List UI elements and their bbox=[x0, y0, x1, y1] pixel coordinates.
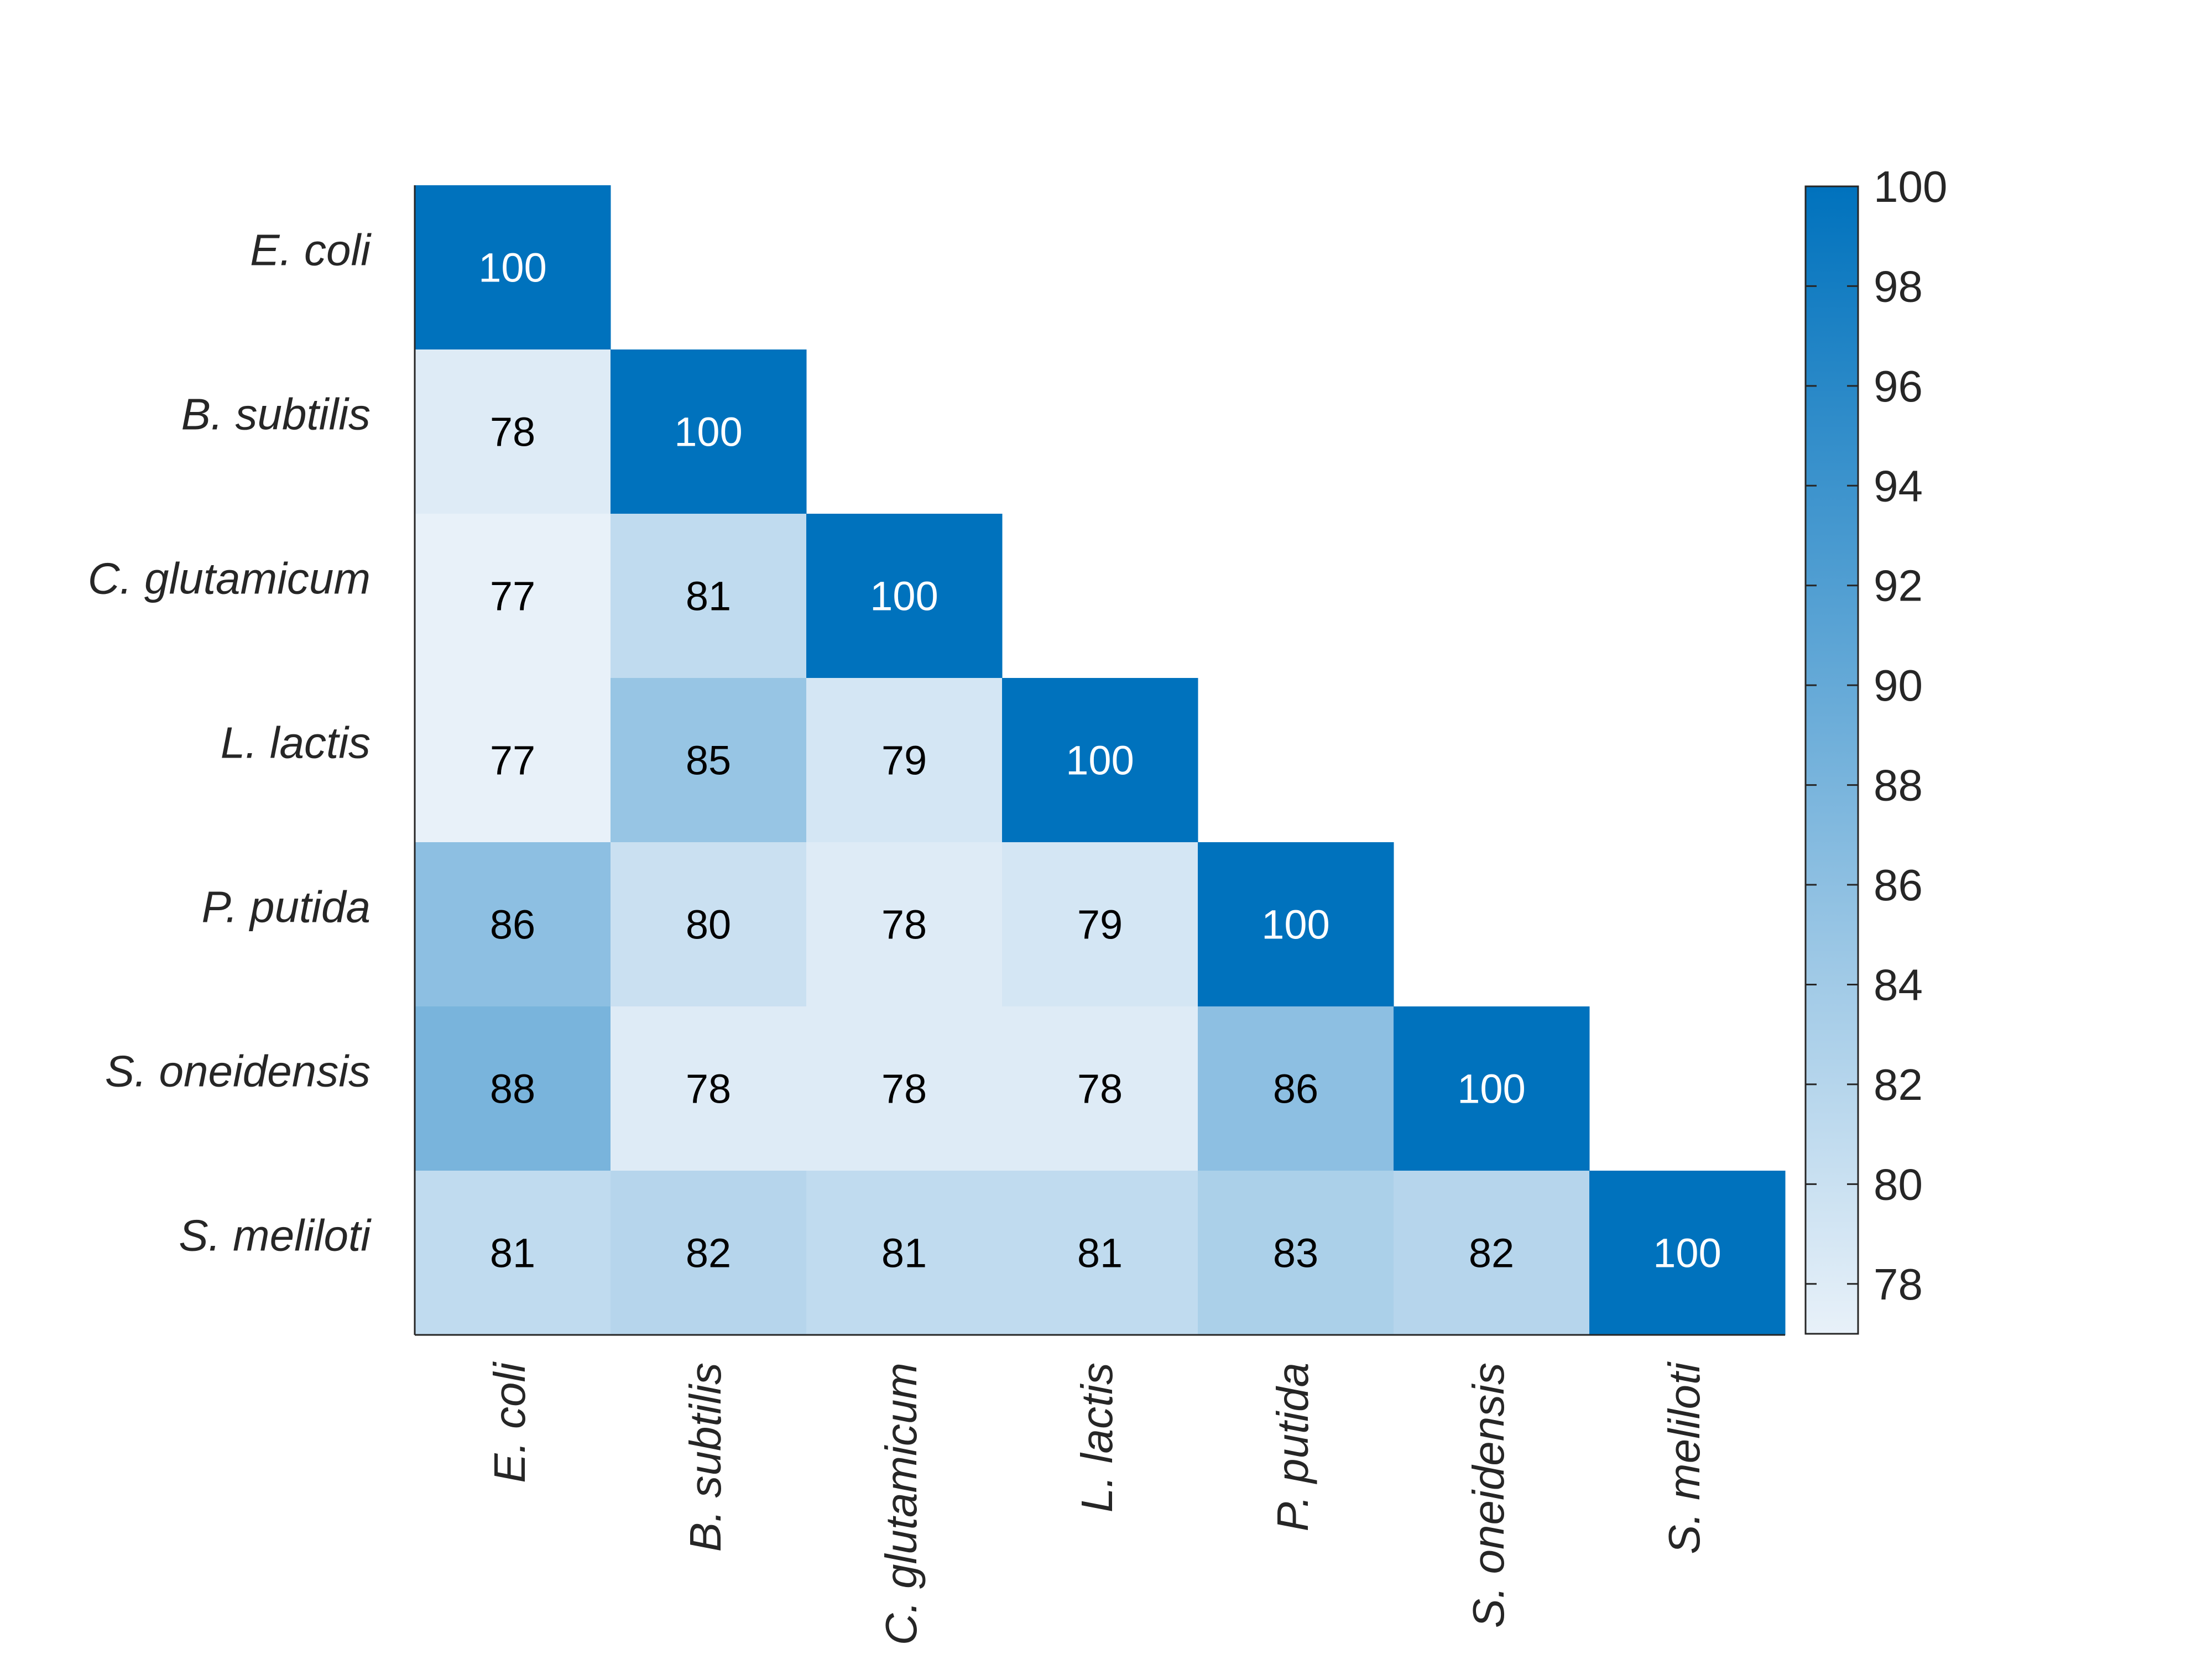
cell-value-label: 100 bbox=[1457, 1066, 1525, 1112]
heatmap-cell bbox=[611, 842, 807, 1007]
heatmap-cell bbox=[806, 842, 1003, 1007]
colorbar-tick-label: 84 bbox=[1874, 960, 1923, 1009]
cell-value-label: 78 bbox=[686, 1066, 731, 1112]
cell-value-label: 100 bbox=[674, 409, 742, 455]
cell-value-label: 78 bbox=[881, 1066, 927, 1112]
heatmap-grid: 100 78 100 77 81 100 77 85 79 100 86 80 78 79 100 88 78 7… bbox=[415, 185, 1786, 1335]
heatmap-cell bbox=[415, 1171, 611, 1335]
cell-value-label: 85 bbox=[686, 738, 731, 784]
heatmap-cell bbox=[415, 842, 611, 1007]
heatmap-cell bbox=[1198, 842, 1394, 1007]
column-label: E. coli bbox=[485, 1361, 534, 1483]
colorbar-tick-label: 82 bbox=[1874, 1060, 1923, 1109]
heatmap-cell bbox=[611, 514, 807, 679]
heatmap-cell bbox=[1589, 1171, 1786, 1335]
cell-value-label: 100 bbox=[1066, 738, 1134, 784]
cell-value-label: 78 bbox=[490, 409, 535, 455]
column-label: B. subtilis bbox=[681, 1363, 730, 1552]
cell-value-label: 82 bbox=[686, 1230, 731, 1276]
cell-value-label: 82 bbox=[1469, 1230, 1514, 1276]
cell-value-label: 86 bbox=[490, 902, 535, 948]
cell-value-label: 79 bbox=[1077, 902, 1123, 948]
heatmap-cell bbox=[1198, 1006, 1394, 1171]
heatmap-cell bbox=[611, 349, 807, 514]
heatmap-cell bbox=[1002, 842, 1198, 1007]
row-label: S. meliloti bbox=[179, 1211, 372, 1260]
cell-value-label: 77 bbox=[490, 573, 535, 619]
column-label: S. oneidensis bbox=[1464, 1363, 1513, 1628]
colorbar-tick-label: 96 bbox=[1874, 362, 1923, 411]
colorbar-tick-label: 92 bbox=[1874, 561, 1923, 610]
cell-value-label: 100 bbox=[870, 573, 938, 619]
column-labels: E. coli B. subtilis C. glutamicum L. lactis… bbox=[485, 1361, 1709, 1645]
cell-value-label: 100 bbox=[1653, 1230, 1721, 1276]
row-labels: E. coli B. subtilis C. glutamicum L. lactis… bbox=[88, 226, 372, 1260]
colorbar-tick-label: 86 bbox=[1874, 860, 1923, 910]
heatmap-cell bbox=[415, 349, 611, 514]
colorbar: 78 80 82 84 86 88 90 92 94 96 98 100 bbox=[1804, 162, 1947, 1335]
heatmap-cell bbox=[1394, 1171, 1590, 1335]
heatmap-cell bbox=[611, 678, 807, 843]
cell-value-label: 78 bbox=[1077, 1066, 1123, 1112]
row-label: L. lactis bbox=[221, 718, 371, 768]
heatmap-cell bbox=[806, 1171, 1003, 1335]
cell-value-label: 86 bbox=[1273, 1066, 1318, 1112]
heatmap-cell bbox=[415, 514, 611, 679]
heatmap-cell bbox=[1002, 1171, 1198, 1335]
cell-value-label: 81 bbox=[881, 1230, 927, 1276]
heatmap-cell bbox=[1002, 678, 1198, 843]
heatmap-cell bbox=[415, 185, 611, 350]
heatmap-cell bbox=[415, 678, 611, 843]
colorbar-tick-label: 78 bbox=[1874, 1260, 1923, 1309]
cell-value-label: 81 bbox=[1077, 1230, 1123, 1276]
colorbar-gradient bbox=[1804, 185, 1859, 1335]
row-label: E. coli bbox=[250, 226, 372, 275]
heatmap-cell bbox=[806, 1006, 1003, 1171]
heatmap-cell bbox=[611, 1006, 807, 1171]
column-label: L. lactis bbox=[1072, 1363, 1121, 1512]
cell-value-label: 77 bbox=[490, 738, 535, 784]
heatmap-cell bbox=[1002, 1006, 1198, 1171]
column-label: P. putida bbox=[1268, 1363, 1317, 1531]
colorbar-tick-label: 88 bbox=[1874, 761, 1923, 810]
colorbar-tick-label: 80 bbox=[1874, 1160, 1923, 1209]
cell-value-label: 80 bbox=[686, 902, 731, 948]
cell-value-label: 79 bbox=[881, 738, 927, 784]
row-label: B. subtilis bbox=[181, 390, 371, 439]
cell-value-label: 100 bbox=[1261, 902, 1329, 948]
row-label: P. putida bbox=[202, 883, 371, 932]
heatmap-cell bbox=[415, 1006, 611, 1171]
heatmap-cell bbox=[611, 1171, 807, 1335]
heatmap-cell bbox=[1198, 1171, 1394, 1335]
row-label: C. glutamicum bbox=[88, 554, 371, 603]
cell-value-label: 81 bbox=[686, 573, 731, 619]
colorbar-ticks: 78 80 82 84 86 88 90 92 94 96 98 100 bbox=[1806, 162, 1947, 1309]
heatmap-cell bbox=[806, 514, 1003, 679]
colorbar-tick-label: 94 bbox=[1874, 461, 1923, 510]
colorbar-tick-label: 100 bbox=[1874, 162, 1947, 211]
cell-value-label: 100 bbox=[478, 245, 546, 291]
cell-value-label: 78 bbox=[881, 902, 927, 948]
row-label: S. oneidensis bbox=[105, 1047, 371, 1096]
column-label: S. meliloti bbox=[1660, 1361, 1709, 1554]
column-label: C. glutamicum bbox=[877, 1363, 926, 1645]
heatmap-cell bbox=[806, 678, 1003, 843]
colorbar-tick-label: 90 bbox=[1874, 661, 1923, 710]
cell-value-label: 83 bbox=[1273, 1230, 1318, 1276]
cell-value-label: 81 bbox=[490, 1230, 535, 1276]
cell-value-label: 88 bbox=[490, 1066, 535, 1112]
colorbar-tick-label: 98 bbox=[1874, 262, 1923, 311]
heatmap-cell bbox=[1394, 1006, 1590, 1171]
